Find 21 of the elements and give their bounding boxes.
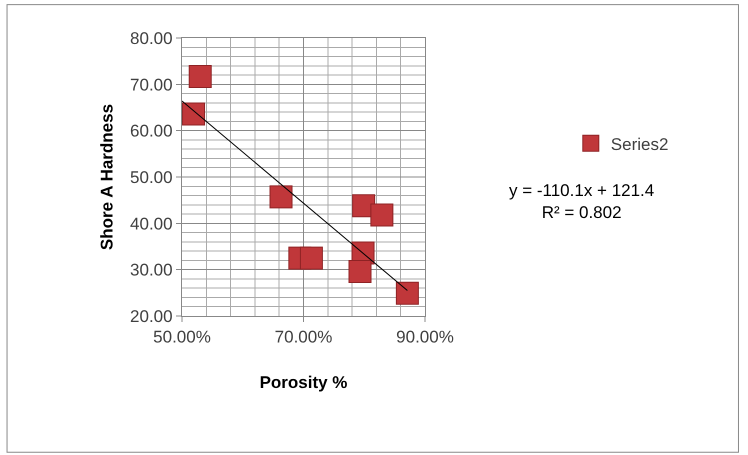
legend-label: Series2: [610, 134, 668, 154]
x-tick-label: 90.00%: [396, 327, 454, 346]
y-tick-label: 60.00: [130, 122, 173, 141]
y-axis-title: Shore A Hardness: [98, 104, 117, 250]
point: [182, 102, 206, 126]
x-tick-label: 50.00%: [153, 327, 211, 346]
x-axis-title: Porosity %: [260, 372, 348, 392]
point: [270, 185, 293, 208]
y-tick-label: 40.00: [130, 214, 173, 234]
point: [370, 203, 394, 226]
point: [348, 260, 372, 284]
y-tick-label: 80.00: [130, 28, 173, 48]
x-tick-label: 70.00%: [274, 327, 332, 346]
point: [396, 282, 419, 305]
text: y = -110.1x + 121.4 R² = 0.802: [509, 181, 654, 222]
point: [300, 246, 323, 270]
y-tick-label: 20.00: [130, 306, 173, 326]
y-tick-label: 30.00: [130, 260, 173, 280]
y-tick-label: 50.00: [130, 168, 173, 187]
y-tick-label: 70.00: [130, 75, 173, 94]
point: [188, 64, 212, 88]
